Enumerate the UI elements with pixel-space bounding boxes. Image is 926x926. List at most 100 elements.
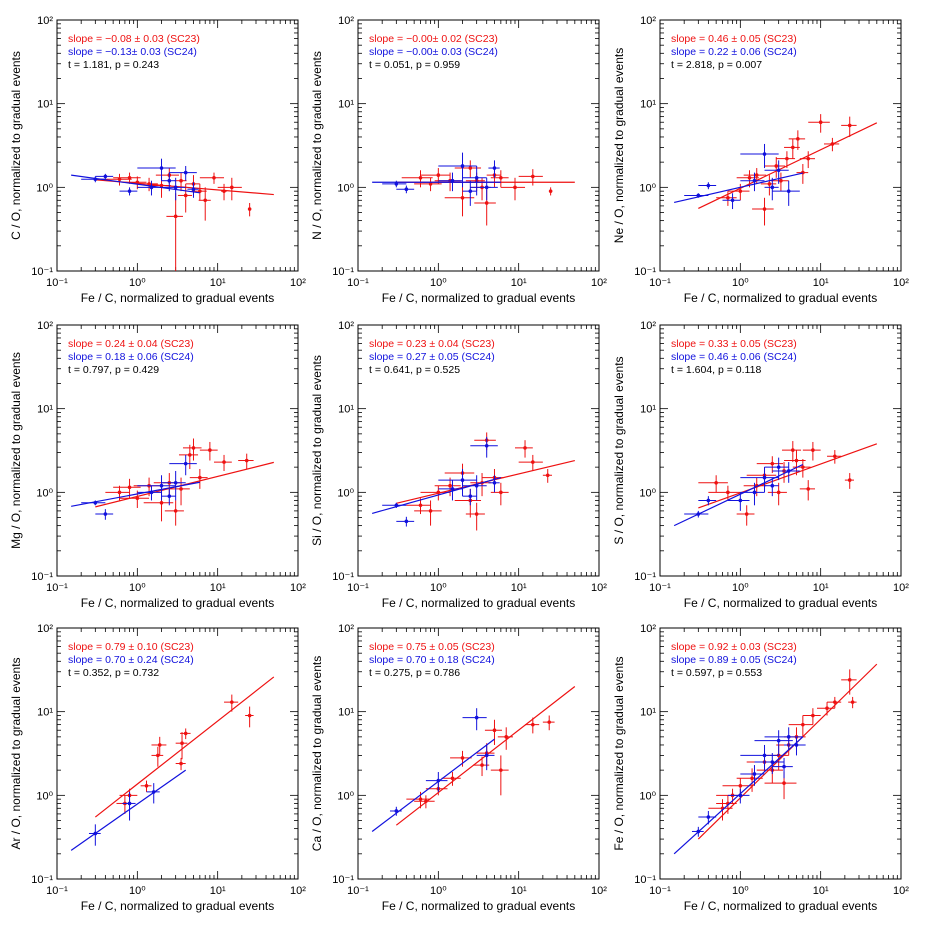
panel-7: 10⁻¹ 10⁰ 10¹ 10² 10⁻¹ 10⁰ 10¹ 10² Fe / C, normal… xyxy=(9,623,306,913)
slope-annotation: slope = 0.46 ± 0.05 (SC23) xyxy=(671,33,797,45)
ttest-annotation: t = 0.597, p = 0.553 xyxy=(671,667,762,679)
fit-line xyxy=(71,174,200,194)
y-tick-label: 10⁻¹ xyxy=(634,874,656,886)
data-point xyxy=(730,198,735,203)
data-point xyxy=(468,189,473,193)
x-tick-label: 10¹ xyxy=(511,277,527,289)
data-point xyxy=(776,738,781,743)
data-point xyxy=(127,801,132,806)
data-point xyxy=(504,735,509,739)
fit-line xyxy=(71,481,200,507)
fit-line xyxy=(697,663,878,840)
series-sc24 xyxy=(71,158,200,201)
data-point xyxy=(247,713,252,718)
data-point xyxy=(499,490,503,495)
y-tick-label: 10¹ xyxy=(37,707,53,719)
x-axis-title: Fe / C, normalized to gradual events xyxy=(382,899,575,913)
data-point xyxy=(791,448,795,452)
slope-annotation: slope = 0.89 ± 0.05 (SC24) xyxy=(671,654,797,666)
y-tick-label: 10² xyxy=(640,320,656,332)
data-point xyxy=(782,764,786,769)
data-point xyxy=(850,700,855,704)
fit-line xyxy=(371,477,502,514)
data-point xyxy=(801,465,805,469)
data-point xyxy=(230,185,234,190)
plot-frame xyxy=(659,324,902,577)
x-tick-label: 10² xyxy=(893,277,909,289)
slope-annotation: slope = −0.13± 0.03 (SC24) xyxy=(68,46,197,58)
data-point xyxy=(806,487,811,491)
data-point xyxy=(450,487,455,491)
x-tick-label: 10² xyxy=(591,277,607,289)
data-point xyxy=(833,454,837,459)
panel-4: 10⁻¹ 10⁰ 10¹ 10² 10⁻¹ 10⁰ 10¹ 10² Fe / C, normal… xyxy=(9,320,306,610)
ttest-annotation: t = 0.641, p = 0.525 xyxy=(369,364,460,376)
data-point xyxy=(208,448,212,452)
y-tick-label: 10¹ xyxy=(338,99,354,111)
slope-annotation: slope = 0.75 ± 0.05 (SC23) xyxy=(369,641,495,653)
y-tick-label: 10⁻¹ xyxy=(332,874,354,886)
slope-annotation: slope = 0.18 ± 0.06 (SC24) xyxy=(68,351,194,363)
data-point xyxy=(513,185,517,190)
data-point xyxy=(706,183,711,188)
y-tick-label: 10⁰ xyxy=(639,487,656,499)
data-point xyxy=(782,781,786,785)
slope-annotation: slope = 0.79 ± 0.10 (SC23) xyxy=(68,641,194,653)
slope-annotation: slope = 0.33 ± 0.05 (SC23) xyxy=(671,338,797,350)
data-point xyxy=(450,776,455,781)
x-tick-label: 10⁻¹ xyxy=(46,885,68,897)
y-tick-label: 10¹ xyxy=(640,404,656,416)
y-axis-title: Fe / O, normalized to gradual events xyxy=(612,656,626,850)
data-point xyxy=(818,120,823,125)
panel-3: 10⁻¹ 10⁰ 10¹ 10² 10⁻¹ 10⁰ 10¹ 10² Fe / C, normal… xyxy=(612,15,909,305)
data-point xyxy=(762,152,767,156)
y-tick-label: 10² xyxy=(338,15,354,27)
data-point xyxy=(191,446,196,450)
slope-annotation: slope = −0.08 ± 0.03 (SC23) xyxy=(68,33,200,45)
series-sc24 xyxy=(371,708,495,832)
data-point xyxy=(179,178,183,183)
data-point xyxy=(811,448,815,452)
plot-frame xyxy=(357,627,600,880)
data-point xyxy=(247,207,252,211)
data-point xyxy=(144,784,149,788)
panel-6: 10⁻¹ 10⁰ 10¹ 10² 10⁻¹ 10⁰ 10¹ 10² Fe / C, normal… xyxy=(612,320,909,610)
data-point xyxy=(762,753,767,758)
slope-annotation: slope = −0.00± 0.03 (SC24) xyxy=(369,46,498,58)
x-tick-label: 10¹ xyxy=(511,885,527,897)
y-axis-title: Mg / O, normalized to gradual events xyxy=(9,352,23,549)
data-point xyxy=(127,189,132,193)
series-sc23 xyxy=(396,160,575,226)
ttest-annotation: t = 0.797, p = 0.429 xyxy=(68,364,159,376)
y-tick-label: 10¹ xyxy=(37,99,53,111)
data-point xyxy=(418,797,423,801)
data-point xyxy=(811,713,815,718)
data-point xyxy=(484,443,489,448)
data-point xyxy=(183,170,188,175)
data-point xyxy=(770,461,775,466)
y-axis-title: S / O, normalized to gradual events xyxy=(612,356,626,544)
x-tick-label: 10⁻¹ xyxy=(649,582,671,594)
panel-2: 10⁻¹ 10⁰ 10¹ 10² 10⁻¹ 10⁰ 10¹ 10² Fe / C, normal… xyxy=(310,15,607,305)
x-axis-title: Fe / C, normalized to gradual events xyxy=(382,596,575,610)
data-point xyxy=(183,461,188,466)
data-point xyxy=(492,728,497,733)
fit-line xyxy=(371,738,495,832)
y-tick-label: 10¹ xyxy=(37,404,53,416)
data-point xyxy=(127,485,132,490)
slope-annotation: slope = 0.92 ± 0.03 (SC23) xyxy=(671,641,797,653)
y-tick-label: 10⁰ xyxy=(337,182,354,194)
fit-line xyxy=(698,443,878,509)
data-point xyxy=(825,706,829,711)
plot-frame xyxy=(56,324,299,577)
y-axis-title: Ar / O, normalized to gradual events xyxy=(9,657,23,849)
x-tick-label: 10⁻¹ xyxy=(649,277,671,289)
y-tick-label: 10² xyxy=(640,623,656,635)
data-point xyxy=(833,700,837,704)
fit-line xyxy=(674,172,803,204)
data-point xyxy=(786,189,791,193)
data-point xyxy=(103,174,108,179)
y-tick-label: 10¹ xyxy=(640,707,656,719)
x-tick-label: 10⁰ xyxy=(732,277,749,289)
x-tick-label: 10⁻¹ xyxy=(347,582,369,594)
